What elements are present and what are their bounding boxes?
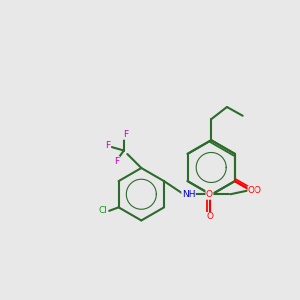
Text: O: O (206, 212, 213, 221)
Text: F: F (114, 157, 119, 166)
Text: O: O (248, 186, 255, 195)
Text: Cl: Cl (98, 206, 107, 215)
Text: NH: NH (182, 190, 195, 199)
Text: O: O (206, 190, 213, 199)
Text: O: O (253, 186, 260, 195)
Text: F: F (106, 141, 111, 150)
Text: F: F (123, 130, 128, 139)
